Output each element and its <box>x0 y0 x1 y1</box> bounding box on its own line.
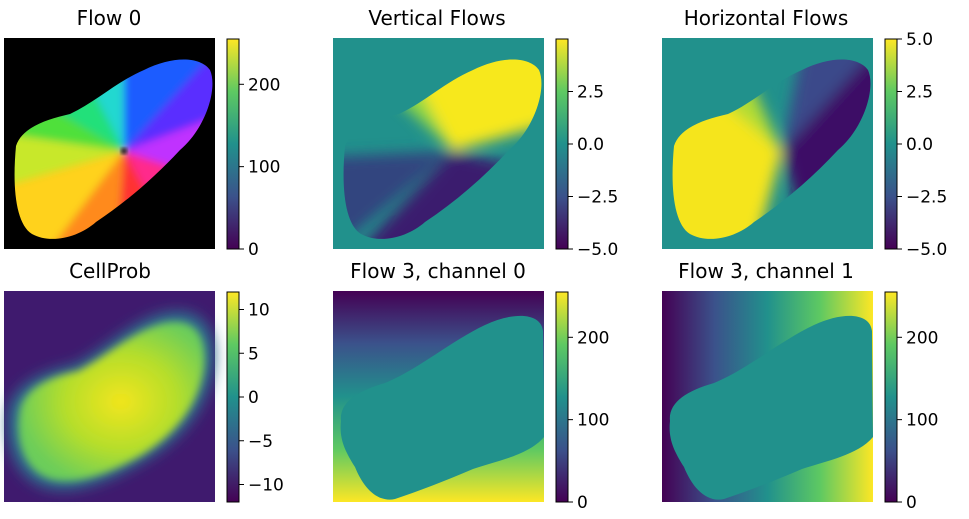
colorbar-0: 0 100 200 <box>226 38 280 260</box>
title-flow3-channel1: Flow 3, channel 1 <box>678 259 854 283</box>
colorbar-tick-label: 5.0 <box>906 30 933 50</box>
cell-body <box>18 321 205 482</box>
colorbar-tick-label: 2.5 <box>577 83 604 103</box>
colorbar-tick-label: 100 <box>248 158 280 178</box>
colorbar-tick-label: 0 <box>577 493 588 513</box>
colorbar-gradient <box>555 291 569 503</box>
colorbar-tick-label: −2.5 <box>906 188 947 208</box>
colorbar-tick-label: −5 <box>248 432 273 452</box>
colorbar-tick-label: 0.0 <box>906 135 933 155</box>
colorbar-5: 0 100 200 <box>884 291 938 513</box>
cell-mask <box>340 315 544 500</box>
colorbar-tick-label: 200 <box>906 328 938 348</box>
colorbar-tick-label: 0 <box>906 493 917 513</box>
colorbar-tick-label: 5 <box>248 344 259 364</box>
colorbar-1: −5.0 −2.5 0.0 2.5 <box>555 38 618 260</box>
colorbar-tick-label: 0 <box>248 240 259 260</box>
panel-horizontal-flows <box>662 38 873 249</box>
colorbar-2: −5.0 −2.5 0.0 2.5 5.0 <box>884 30 947 260</box>
colorbar-gradient <box>555 38 569 250</box>
colorbar-tick-label: 10 <box>248 301 270 321</box>
panel-flow3-channel0 <box>333 291 544 502</box>
colorbar-tick-label: −2.5 <box>577 188 618 208</box>
title-horizontal-flows: Horizontal Flows <box>684 6 849 30</box>
title-cellprob: CellProb <box>69 259 151 283</box>
colorbar-tick-label: −5.0 <box>906 240 947 260</box>
title-flow3-channel0: Flow 3, channel 0 <box>350 259 526 283</box>
cell-mask <box>669 315 873 500</box>
colorbar-gradient <box>226 291 240 503</box>
colorbar-4: 0 100 200 <box>555 291 609 513</box>
colorbar-gradient <box>884 291 898 503</box>
colorbar-tick-label: −5.0 <box>577 240 618 260</box>
colorbar-tick-label: 200 <box>577 328 609 348</box>
title-vertical-flows: Vertical Flows <box>368 6 505 30</box>
panel-vertical-flows <box>333 38 544 249</box>
colorbar-tick-label: 100 <box>906 411 938 431</box>
panel-cellprob <box>4 291 215 502</box>
colorbar-gradient <box>884 38 898 250</box>
colorbar-tick-label: −10 <box>248 476 284 496</box>
colorbar-tick-label: 0 <box>248 388 259 408</box>
colorbar-tick-label: 100 <box>577 411 609 431</box>
colorbars: 0100200−5.0−2.50.02.5−5.0−2.50.02.55.0−1… <box>226 30 947 513</box>
panel-flow3-channel1 <box>662 291 873 502</box>
colorbar-tick-label: 200 <box>248 75 280 95</box>
colorbar-tick-label: 0.0 <box>577 135 604 155</box>
panel-flow-0 <box>4 38 215 249</box>
title-flow-0: Flow 0 <box>77 6 142 30</box>
colorbar-tick-label: 2.5 <box>906 83 933 103</box>
colorbar-gradient <box>226 38 240 250</box>
colorbar-3: −10 −5 0 5 10 <box>226 291 284 503</box>
